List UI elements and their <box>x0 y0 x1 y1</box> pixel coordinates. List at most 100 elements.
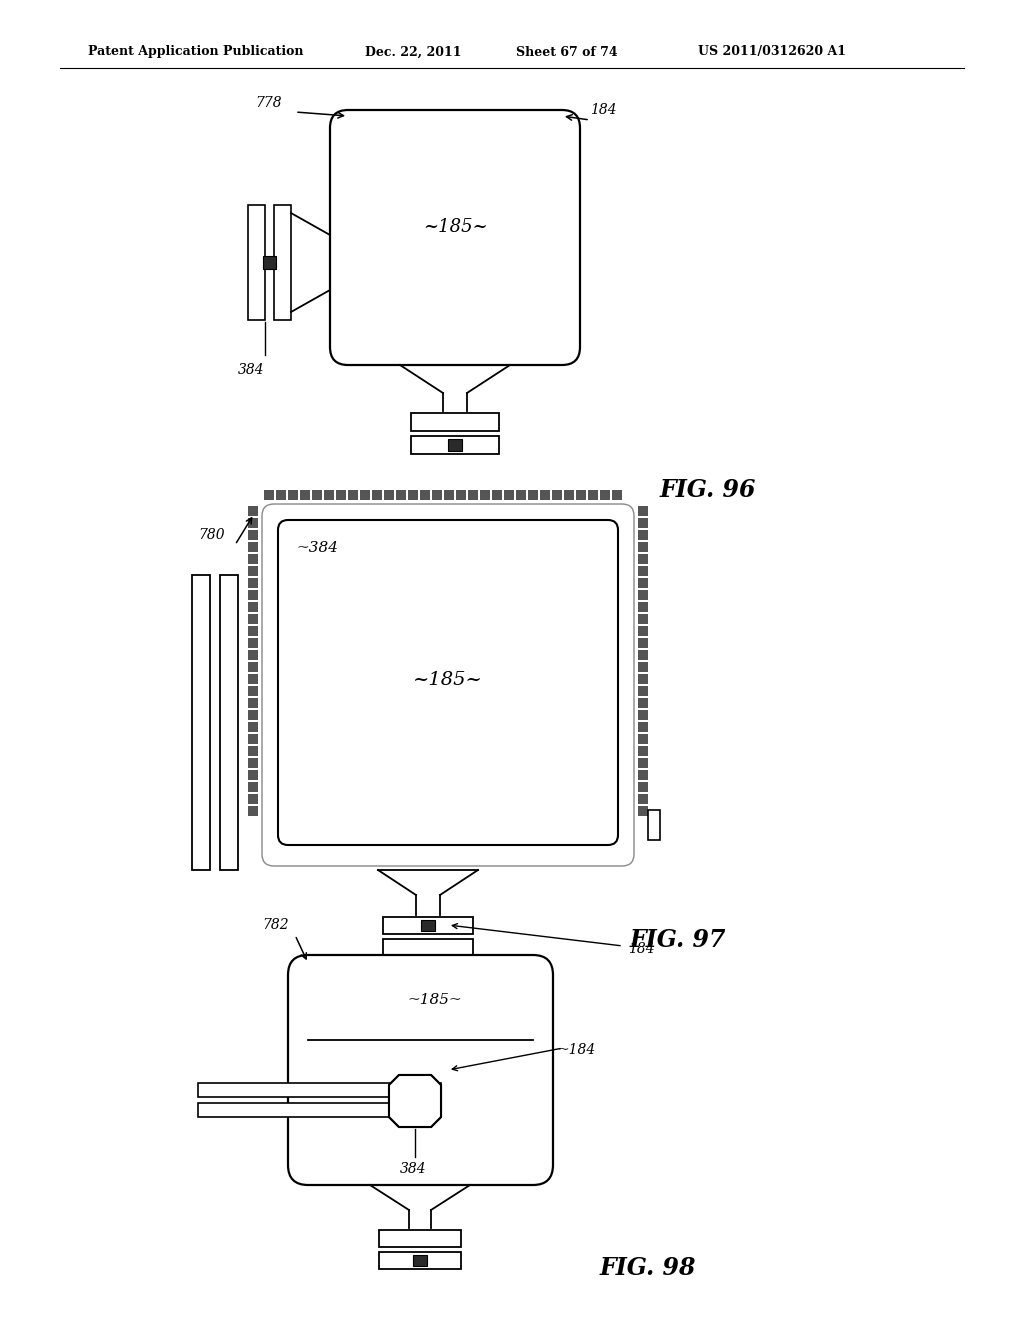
Bar <box>648 810 660 840</box>
Bar <box>248 770 258 780</box>
Bar <box>198 1104 441 1117</box>
Bar <box>248 686 258 696</box>
Bar <box>413 1097 422 1106</box>
Bar <box>421 920 435 931</box>
FancyBboxPatch shape <box>288 954 553 1185</box>
Text: ~384: ~384 <box>296 541 338 554</box>
Bar <box>379 1230 461 1247</box>
Text: ~184: ~184 <box>558 1043 596 1057</box>
Bar <box>372 490 382 500</box>
Bar <box>638 638 648 648</box>
Bar <box>336 490 346 500</box>
Text: 780: 780 <box>198 528 224 543</box>
Bar <box>638 614 648 624</box>
Bar <box>360 490 370 500</box>
Bar <box>420 490 430 500</box>
Text: FIG. 98: FIG. 98 <box>600 1257 696 1280</box>
Bar <box>248 590 258 601</box>
Bar <box>220 576 238 870</box>
Bar <box>638 795 648 804</box>
Polygon shape <box>389 1074 441 1127</box>
Bar <box>276 490 286 500</box>
FancyBboxPatch shape <box>330 110 580 366</box>
Bar <box>248 795 258 804</box>
Bar <box>248 566 258 576</box>
Bar <box>638 710 648 719</box>
Bar <box>444 490 454 500</box>
Bar <box>540 490 550 500</box>
Bar <box>638 698 648 708</box>
Bar <box>300 490 310 500</box>
Text: 384: 384 <box>238 363 264 378</box>
Text: Sheet 67 of 74: Sheet 67 of 74 <box>516 45 617 58</box>
Bar <box>248 710 258 719</box>
Text: 384: 384 <box>400 1162 427 1176</box>
Text: Patent Application Publication: Patent Application Publication <box>88 45 303 58</box>
Bar <box>411 1082 420 1092</box>
Bar <box>552 490 562 500</box>
Bar <box>468 490 478 500</box>
Bar <box>638 746 648 756</box>
Bar <box>248 506 258 516</box>
Bar <box>248 649 258 660</box>
Bar <box>248 722 258 733</box>
Bar <box>638 663 648 672</box>
Text: FIG. 96: FIG. 96 <box>660 478 757 502</box>
Bar <box>264 490 274 500</box>
Bar <box>638 554 648 564</box>
Bar <box>408 490 418 500</box>
Text: FIG. 97: FIG. 97 <box>630 928 726 952</box>
Bar <box>638 506 648 516</box>
Bar <box>638 626 648 636</box>
Bar <box>638 590 648 601</box>
Bar <box>638 566 648 576</box>
Text: 782: 782 <box>262 917 289 932</box>
Bar <box>248 554 258 564</box>
Bar <box>248 602 258 612</box>
Bar <box>248 746 258 756</box>
Bar <box>288 490 298 500</box>
Bar <box>248 517 258 528</box>
Bar <box>612 490 622 500</box>
Bar <box>638 543 648 552</box>
Bar <box>198 1082 441 1097</box>
Bar <box>396 490 406 500</box>
Bar <box>312 490 322 500</box>
Bar <box>248 205 265 319</box>
Bar <box>193 576 210 870</box>
Bar <box>248 734 258 744</box>
Bar <box>384 490 394 500</box>
Bar <box>411 436 499 454</box>
Bar <box>638 758 648 768</box>
Bar <box>411 1082 420 1092</box>
Bar <box>248 675 258 684</box>
Bar <box>638 807 648 816</box>
Bar <box>383 917 473 935</box>
Bar <box>379 1251 461 1269</box>
Bar <box>638 675 648 684</box>
Bar <box>432 490 442 500</box>
Bar <box>638 770 648 780</box>
Bar <box>324 490 334 500</box>
Bar <box>383 939 473 956</box>
Bar <box>638 531 648 540</box>
Bar <box>528 490 538 500</box>
Bar <box>638 649 648 660</box>
Text: 184: 184 <box>628 942 654 956</box>
Bar <box>504 490 514 500</box>
Bar <box>588 490 598 500</box>
Bar <box>426 1097 435 1106</box>
Bar <box>248 781 258 792</box>
Bar <box>638 578 648 587</box>
Text: 184: 184 <box>590 103 616 117</box>
Polygon shape <box>389 1074 441 1127</box>
FancyBboxPatch shape <box>262 504 634 866</box>
FancyBboxPatch shape <box>278 520 618 845</box>
Bar <box>480 490 490 500</box>
Bar <box>638 734 648 744</box>
Bar <box>400 1097 409 1106</box>
Bar <box>248 638 258 648</box>
Bar <box>600 490 610 500</box>
Text: US 2011/0312620 A1: US 2011/0312620 A1 <box>698 45 846 58</box>
Bar <box>564 490 574 500</box>
